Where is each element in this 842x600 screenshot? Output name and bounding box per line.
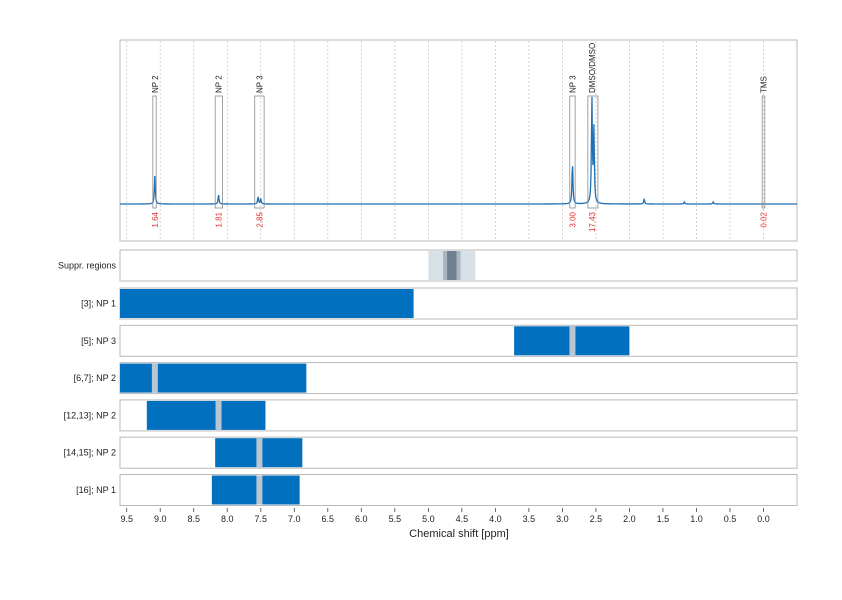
spectrum-frame	[119, 39, 798, 242]
peak-bracket	[587, 95, 599, 209]
x-tick-label: 2.0	[623, 514, 636, 524]
row-label: [14,15]; NP 2	[64, 448, 116, 458]
multiplet-bar	[146, 400, 266, 430]
multiplet-row: [16]; NP 1	[76, 474, 798, 506]
row-label: [6,7]; NP 2	[74, 373, 116, 383]
peak-label: TMS	[759, 76, 768, 93]
x-tick-label: 9.5	[120, 514, 133, 524]
multiplet-bar	[211, 475, 300, 505]
multiplet-row: [5]; NP 3	[81, 324, 798, 357]
multiplet-bar	[120, 289, 414, 318]
x-tick-label: 7.0	[288, 514, 301, 524]
multiplet-row: [6,7]; NP 2	[74, 362, 798, 395]
x-tick-label: 3.5	[523, 514, 536, 524]
integral-label: 2.85	[255, 211, 264, 227]
peak-label: NP 2	[151, 75, 160, 93]
row-label: [16]; NP 1	[76, 485, 116, 495]
multiplet-row: [12,13]; NP 2	[64, 399, 798, 432]
multiplet-bar	[120, 363, 307, 393]
x-tick-label: 5.0	[422, 514, 435, 524]
peak-label: DMSO/DMSO	[588, 43, 597, 93]
peak-annotation: NP 3 3.00	[568, 75, 577, 228]
spectrum-panel: NP 2 1.64 NP 2 1.81 NP 3 2.85 NP 3 3.00 DMSO/DMS…	[119, 39, 798, 242]
bar-gap	[256, 475, 263, 505]
multiplet-rows: [3]; NP 1 [5]; NP 3 [6,7]; NP 2 [12,13]; NP…	[64, 287, 798, 506]
row-label: [5]; NP 3	[81, 336, 116, 346]
x-tick-label: 6.5	[322, 514, 335, 524]
bar-gap	[215, 400, 222, 430]
peak-bracket	[569, 95, 576, 209]
x-tick-label: 0.0	[757, 514, 770, 524]
bar-gap	[569, 326, 576, 356]
peak-label: NP 3	[568, 75, 577, 93]
row-frame	[119, 324, 798, 357]
peak-label: NP 2	[215, 75, 224, 93]
row-label: [12,13]; NP 2	[64, 410, 116, 420]
row-label: [3]; NP 1	[81, 299, 116, 309]
peak-bracket	[214, 95, 223, 209]
bar-gap	[151, 363, 158, 393]
peak-annotation: NP 2 1.64	[151, 75, 160, 228]
x-tick-label: 9.0	[154, 514, 167, 524]
integral-label: 1.64	[151, 211, 160, 227]
x-axis-title: Chemical shift [ppm]	[409, 528, 509, 540]
x-tick-label: 4.0	[489, 514, 502, 524]
row-label: Suppr. regions	[58, 261, 117, 271]
x-axis: 9.5 9.0 8.5 8.0 7.5 7.0 6.5 6.0 5.5 5.0 4.5 4.0 3.5 3…	[120, 508, 770, 524]
x-tick-label: 0.5	[724, 514, 737, 524]
multiplet-row: [14,15]; NP 2	[64, 436, 798, 469]
peak-annotation: TMS 0.02	[759, 76, 768, 227]
multiplet-row: [3]; NP 1	[81, 287, 798, 320]
x-tick-label: 5.5	[389, 514, 402, 524]
x-tick-label: 8.0	[221, 514, 234, 524]
peak-label: NP 3	[255, 75, 264, 93]
peak-annotation: DMSO/DMSO 17.43	[587, 43, 599, 232]
peak-bracket	[152, 95, 157, 209]
x-tick-label: 4.5	[456, 514, 469, 524]
x-tick-label: 8.5	[187, 514, 200, 524]
x-tick-label: 7.5	[255, 514, 268, 524]
bar-gap	[256, 438, 263, 468]
x-tick-label: 2.5	[590, 514, 603, 524]
x-tick-label: 3.0	[556, 514, 569, 524]
integral-label: 17.43	[588, 211, 597, 232]
integral-label: 1.81	[215, 211, 224, 227]
integral-label: 0.02	[759, 211, 768, 227]
peak-annotation: NP 2 1.81	[215, 75, 224, 228]
suppression-band	[447, 251, 457, 280]
peak-annotation: NP 3 2.85	[254, 75, 265, 228]
x-tick-label: 6.0	[355, 514, 368, 524]
x-tick-label: 1.0	[690, 514, 703, 524]
peak-bracket	[761, 95, 766, 209]
x-tick-label: 1.5	[657, 514, 670, 524]
spectrum-trace	[120, 96, 797, 205]
integral-label: 3.00	[568, 211, 577, 227]
suppression-panel: Suppr. regions	[58, 249, 798, 282]
peak-bracket	[254, 95, 265, 209]
